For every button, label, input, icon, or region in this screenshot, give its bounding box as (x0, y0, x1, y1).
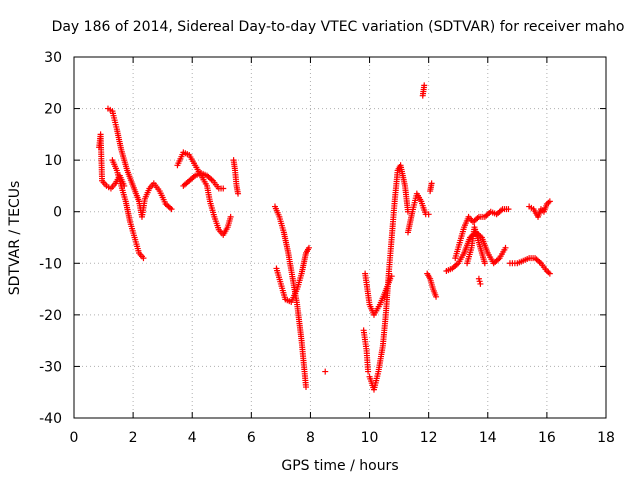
series-arc-g (271, 203, 310, 391)
data-point (303, 384, 310, 391)
data-point (220, 185, 227, 192)
data-point (433, 293, 440, 300)
series-arc-h (273, 244, 312, 305)
data-point (235, 190, 242, 197)
y-tick-label: 30 (44, 50, 62, 66)
data-point (421, 82, 428, 89)
data-point (365, 368, 372, 375)
x-tick-label: 16 (538, 430, 556, 446)
grid-lines (74, 57, 606, 418)
series-arc-o (424, 270, 440, 300)
series-arc-c (109, 157, 147, 262)
series-arc-l (366, 162, 411, 393)
x-tick-label: 8 (306, 430, 315, 446)
series-arc-i (322, 368, 329, 375)
x-tick-label: 12 (420, 430, 438, 446)
data-point (505, 206, 512, 213)
x-tick-label: 18 (597, 430, 615, 446)
x-tick-label: 2 (129, 430, 138, 446)
x-tick-label: 4 (188, 430, 197, 446)
plot-frame (73, 56, 607, 419)
y-tick-label: -40 (39, 411, 62, 427)
data-point (481, 260, 488, 267)
data-point (428, 180, 435, 187)
data-point (140, 255, 147, 262)
series-arc-d (174, 149, 234, 238)
series-arc-e (180, 170, 227, 192)
data-point (502, 244, 509, 251)
series-arc-p (427, 180, 435, 195)
x-tick-label: 14 (479, 430, 497, 446)
data-point (322, 368, 329, 375)
x-axis-label: GPS time / hours (281, 458, 398, 474)
y-tick-label: 10 (44, 153, 62, 169)
x-tick-label: 0 (70, 430, 79, 446)
data-point (546, 198, 553, 205)
series-arc-b (104, 105, 175, 220)
y-tick-label: -10 (39, 256, 62, 272)
data-point (305, 244, 312, 251)
axis-ticks: 0 2 4 6 8 10 12 14 16 18 -40 -30 -20 -10 0 10 20 30 (39, 50, 615, 446)
x-tick-label: 10 (361, 430, 379, 446)
data-point (425, 211, 432, 218)
y-axis-label: SDTVAR / TECUs (7, 181, 23, 296)
series-arc-r (452, 206, 512, 262)
series-arc-t (475, 275, 484, 287)
series-arc-v (526, 198, 553, 220)
data-point (477, 280, 484, 287)
data-point (227, 213, 234, 220)
x-tick-label: 6 (247, 430, 256, 446)
series-arc-s (464, 224, 488, 267)
data-points (96, 82, 553, 393)
y-tick-label: 0 (53, 205, 62, 221)
chart-title: Day 186 of 2014, Sidereal Day-to-day VTE… (52, 19, 625, 35)
series-arc-m (404, 190, 432, 236)
y-tick-label: 20 (44, 102, 62, 118)
series-arc-n (419, 82, 428, 99)
data-point (168, 206, 175, 213)
series-arc-j (360, 327, 372, 375)
series-arc-f (230, 157, 242, 197)
data-point (546, 270, 553, 277)
y-tick-label: -20 (39, 308, 62, 324)
series-arc-u (506, 255, 553, 277)
data-point (545, 269, 552, 276)
y-tick-label: -30 (39, 359, 62, 375)
series-arc-a (96, 131, 128, 192)
